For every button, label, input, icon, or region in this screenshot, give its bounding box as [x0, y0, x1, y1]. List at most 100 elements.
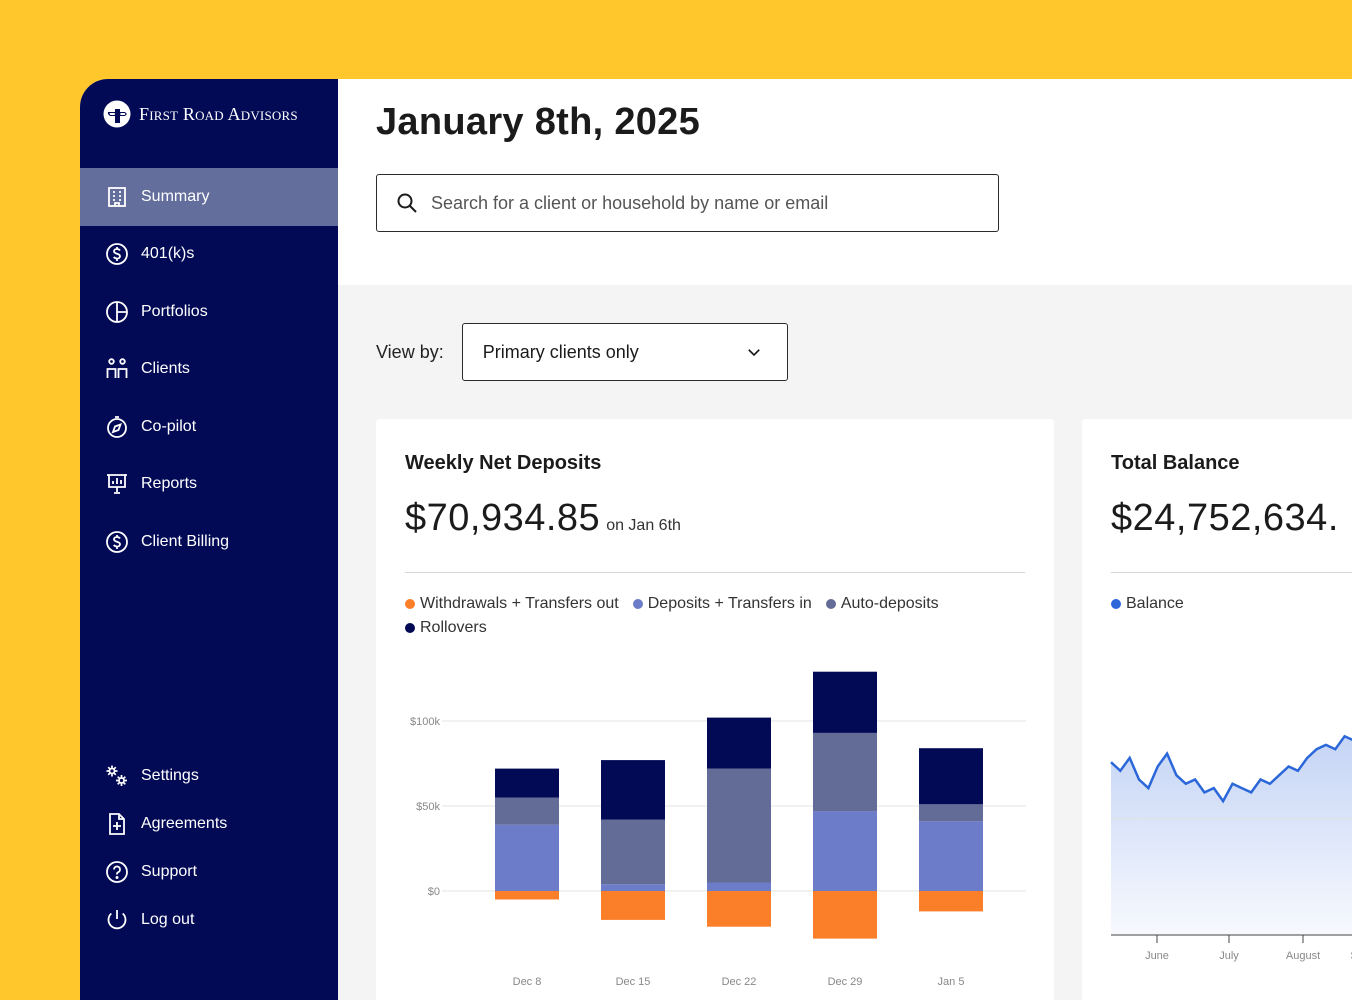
weekly-net-deposits-card: Weekly Net Deposits $70,934.85 on Jan 6t… [376, 419, 1054, 1000]
view-by-label: View by: [376, 341, 444, 362]
legend-item-deposits: Deposits + Transfers in [632, 595, 812, 613]
search-icon [397, 193, 417, 213]
x-tick-label: Dec 15 [616, 976, 651, 988]
x-tick-label: Dec 29 [828, 976, 863, 988]
x-tick-label: June [1145, 950, 1169, 962]
bar-segment[interactable] [601, 760, 665, 820]
sidebar-item-client-billing[interactable]: Client Billing [80, 513, 338, 571]
x-tick-label: Dec 8 [513, 976, 542, 988]
weekly-net-deposits-value: $70,934.85 [405, 497, 601, 539]
brand-name: First Road Advisors [139, 103, 298, 124]
bar-withdrawals[interactable] [813, 891, 877, 939]
bar-segment[interactable] [813, 811, 877, 891]
sidebar-item-reports[interactable]: Reports [80, 456, 338, 514]
value-date: on Jan 6th [606, 517, 681, 534]
road-sign-logo-icon [103, 100, 131, 128]
sidebar-item-summary[interactable]: Summary [80, 168, 338, 226]
bar-segment[interactable] [919, 821, 983, 891]
bar-segment[interactable] [601, 819, 665, 885]
y-tick-label: $0 [428, 886, 440, 898]
legend-dot [405, 599, 415, 609]
x-tick-label: S [1350, 950, 1352, 962]
bar-segment[interactable] [919, 748, 983, 805]
view-by-selected: Primary clients only [482, 341, 639, 362]
brand[interactable]: First Road Advisors [103, 100, 298, 128]
bar-withdrawals[interactable] [601, 891, 665, 920]
bar-segment[interactable] [919, 804, 983, 822]
bar-segment[interactable] [495, 824, 559, 891]
bar-segment[interactable] [707, 882, 771, 892]
sidebar-item-401ks[interactable]: 401(k)s [80, 226, 338, 284]
chevron-down-icon [747, 349, 760, 357]
app-window: First Road Advisors Summary 401(k)s Port… [80, 79, 1352, 1000]
bar-segment[interactable] [601, 884, 665, 891]
bar-withdrawals[interactable] [919, 891, 983, 912]
x-tick-label: August [1286, 950, 1320, 962]
building-icon [108, 186, 126, 207]
legend-item-auto-deposits: Auto-deposits [825, 595, 939, 613]
legend-item-rollovers: Rollovers [405, 619, 487, 637]
view-by-select[interactable]: Primary clients only [461, 323, 788, 381]
sidebar-nav: Summary 401(k)s Portfolios Clients [80, 168, 338, 571]
bar-segment[interactable] [495, 768, 559, 798]
bar-withdrawals[interactable] [707, 891, 771, 927]
pie-chart-icon [106, 300, 128, 323]
bar-segment[interactable] [813, 671, 877, 733]
sidebar-item-portfolios[interactable]: Portfolios [80, 283, 338, 341]
total-balance-area-chart: June July August S [1110, 728, 1352, 962]
balance-area [1111, 736, 1352, 935]
page-title: January 8th, 2025 [376, 101, 701, 143]
gears-icon [106, 765, 127, 786]
y-tick-label: $50k [416, 801, 440, 813]
legend-dot [405, 623, 415, 633]
total-balance-card: Total Balance $24,752,634. Balance June J… [1082, 419, 1352, 1000]
x-tick-label: Jan 5 [938, 976, 965, 988]
sidebar-item-label: Summary [141, 187, 210, 205]
total-balance-value: $24,752,634. [1111, 497, 1339, 539]
search-box[interactable] [376, 174, 999, 232]
bar-segment[interactable] [495, 797, 559, 825]
dollar-circle-icon [106, 530, 128, 553]
sidebar-item-label: Log out [141, 911, 195, 928]
sidebar-item-label: Clients [141, 360, 190, 378]
sidebar-item-label: Settings [141, 767, 199, 784]
chart-legend: Withdrawals + Transfers out Deposits + T… [405, 595, 1025, 637]
power-icon [107, 910, 127, 930]
legend-dot [825, 599, 836, 609]
card-value: $24,752,634. [1111, 497, 1339, 540]
sidebar-item-agreements[interactable]: Agreements [80, 800, 338, 848]
balance-line[interactable] [1110, 728, 1352, 804]
sidebar-item-label: Agreements [141, 815, 228, 832]
sidebar-item-clients[interactable]: Clients [80, 341, 338, 399]
sidebar-item-support[interactable]: Support [80, 848, 338, 896]
x-tick-label: July [1219, 950, 1239, 962]
legend-label: Rollovers [420, 619, 487, 636]
y-tick-label: $100k [410, 716, 440, 728]
search-input[interactable] [431, 192, 971, 214]
bar-segment[interactable] [813, 732, 877, 812]
card-title: Weekly Net Deposits [405, 452, 602, 474]
bar-segment[interactable] [707, 717, 771, 769]
legend-item-withdrawals: Withdrawals + Transfers out [405, 595, 619, 613]
sidebar-item-logout[interactable]: Log out [80, 896, 338, 944]
sidebar-item-copilot[interactable]: Co-pilot [80, 398, 338, 456]
bar-withdrawals[interactable] [495, 891, 559, 900]
legend-label: Auto-deposits [840, 595, 939, 612]
help-icon [106, 861, 128, 883]
legend-dot [1111, 599, 1121, 609]
legend-dot [632, 599, 643, 609]
view-by-control: View by: Primary clients only [376, 323, 788, 381]
document-plus-icon [109, 813, 125, 835]
legend-label: Balance [1126, 595, 1184, 612]
chart-legend: Balance [1111, 595, 1352, 613]
sidebar-item-label: Client Billing [141, 532, 230, 550]
sidebar-item-settings[interactable]: Settings [80, 752, 338, 800]
card-title: Total Balance [1111, 452, 1240, 474]
card-value: $70,934.85 on Jan 6th [405, 497, 681, 540]
bar-segment[interactable] [707, 768, 771, 883]
main-content: January 8th, 2025 View by: Primary clien… [338, 79, 1352, 1000]
sidebar-bottom-nav: Settings Agreements Support Log out [80, 752, 338, 944]
legend-item-balance: Balance [1111, 595, 1184, 613]
top-bar: January 8th, 2025 [338, 79, 1352, 285]
sidebar-item-label: Reports [141, 475, 198, 493]
